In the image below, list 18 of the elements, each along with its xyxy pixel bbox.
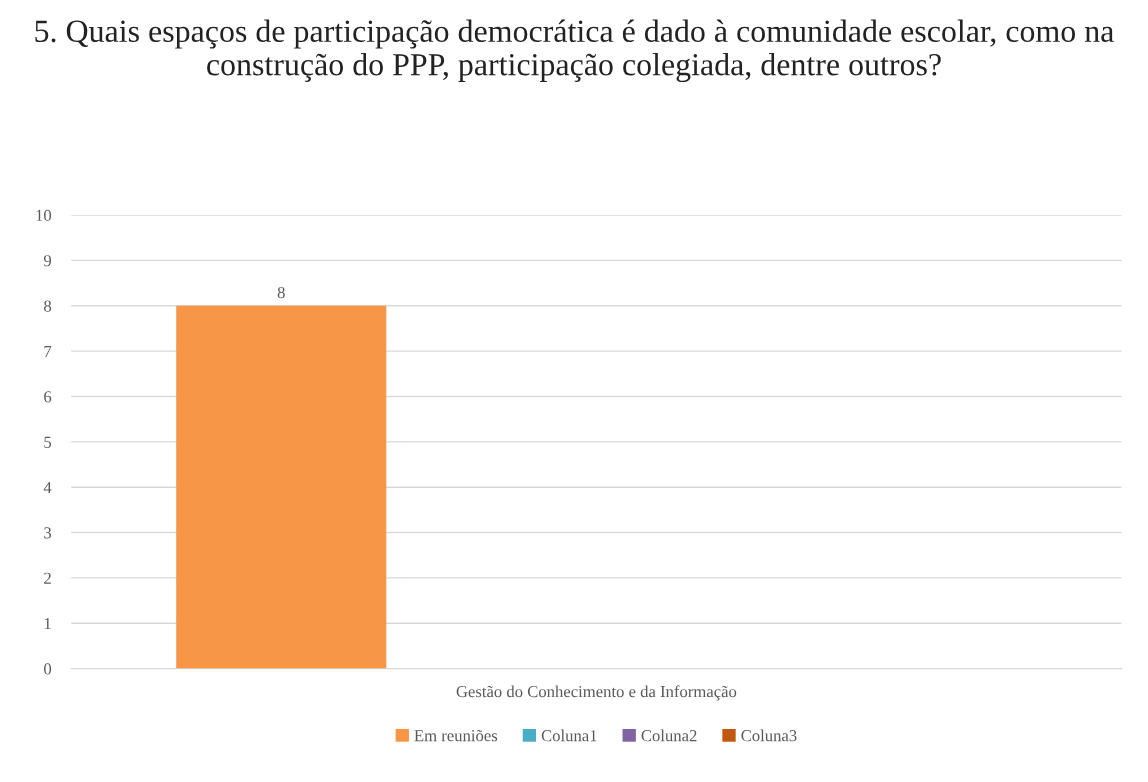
- y-tick-label: 2: [44, 572, 51, 584]
- x-tick-label: Gestão do Conhecimento e da Informação: [456, 685, 737, 701]
- y-tick-label: 7: [44, 345, 52, 357]
- y-tick-label: 10: [36, 209, 52, 221]
- y-tick-label: 3: [44, 527, 52, 539]
- y-tick-label: 0: [44, 663, 52, 675]
- y-tick-label: 5: [44, 436, 52, 448]
- chart-title: 5. Quais espaços de participação democrática é dado à comunidade escolar, como na construção do PPP, participação colegiada, dentre outros?: [35, 19, 1114, 83]
- y-tick-label: 6: [44, 391, 52, 403]
- legend-label: Em reuniões: [414, 729, 498, 742]
- legend-label: Coluna1: [541, 729, 597, 742]
- legend-label: Coluna2: [641, 729, 697, 742]
- legend-label: Coluna3: [741, 729, 797, 742]
- y-tick-label: 4: [43, 482, 52, 493]
- y-tick-label: 9: [43, 255, 52, 267]
- y-tick-label: 8: [44, 300, 52, 312]
- y-tick-label: 1: [44, 618, 51, 630]
- data-label: 8: [277, 286, 285, 299]
